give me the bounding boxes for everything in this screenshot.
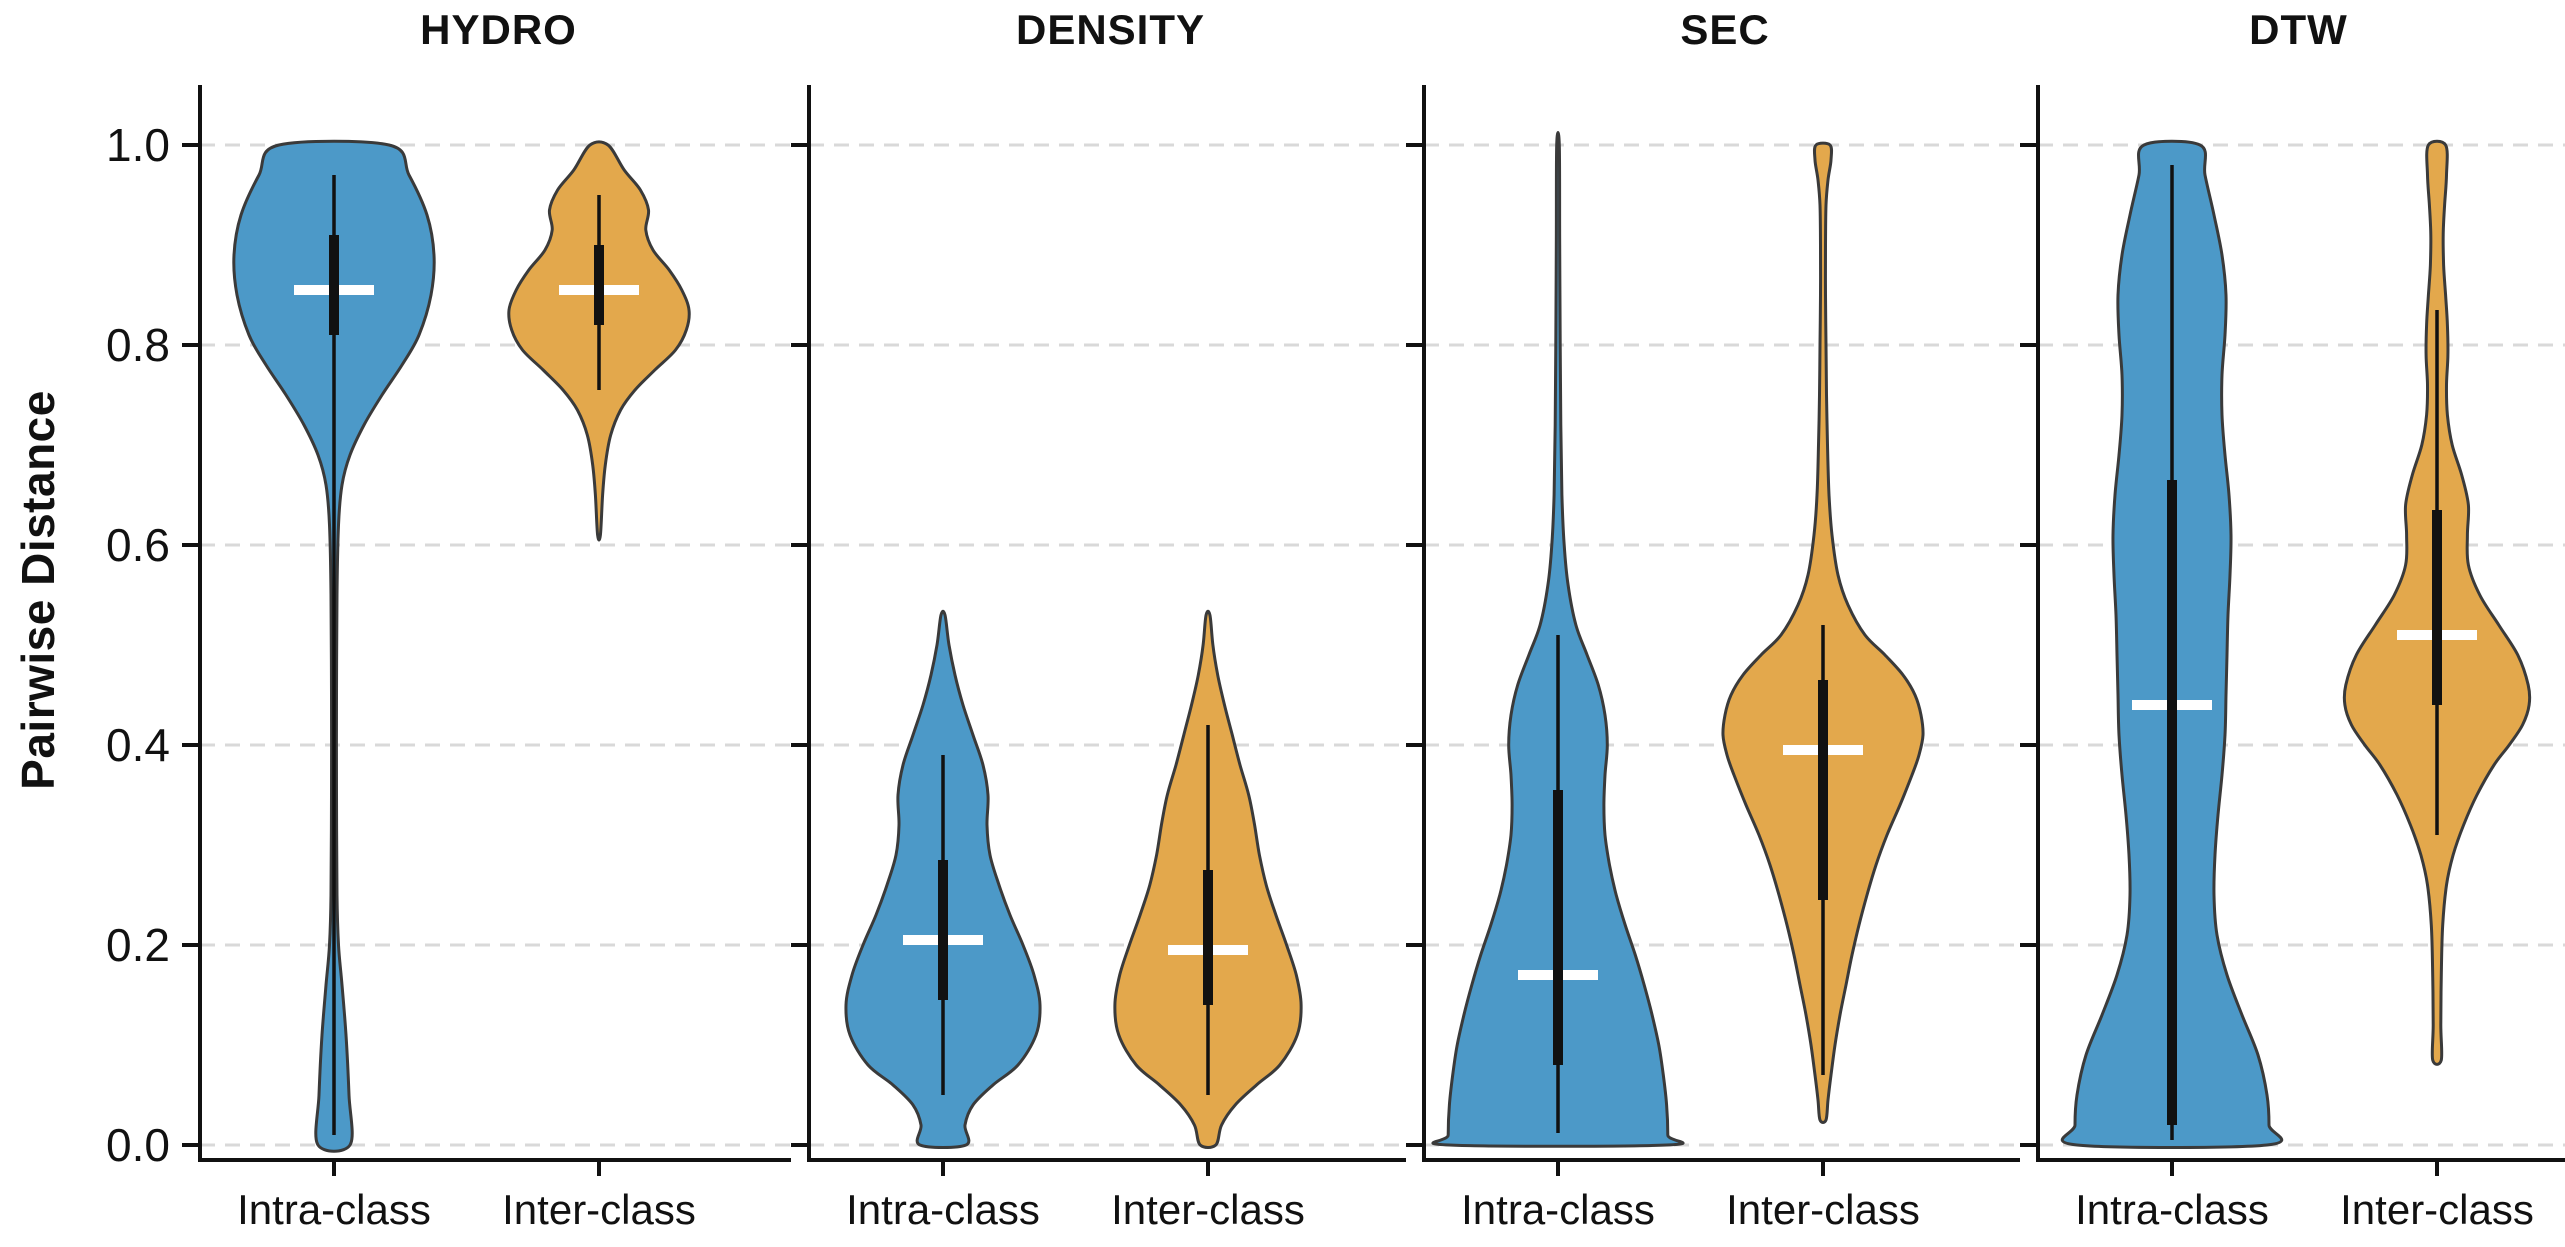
y-tick-label: 0.0 <box>106 1119 170 1171</box>
x-tick-label-intra: Intra-class <box>237 1186 431 1233</box>
y-tick-label: 0.6 <box>106 519 170 571</box>
panel-hydro: HYDRO Intra-class Inter-class <box>182 0 803 1247</box>
panel-plot-sec <box>1406 85 2020 1176</box>
x-tick-label-intra: Intra-class <box>1461 1186 1655 1233</box>
x-tick-label-inter: Inter-class <box>502 1186 696 1233</box>
panel-sec: SEC Intra-class Inter-class <box>1406 0 2032 1247</box>
x-tick-label-inter: Inter-class <box>2340 1186 2534 1233</box>
panel-density: DENSITY Intra-class Inter-class <box>791 0 1418 1247</box>
panel-title-density: DENSITY <box>1015 6 1206 53</box>
x-tick-label-intra: Intra-class <box>846 1186 1040 1233</box>
panel-title-hydro: HYDRO <box>420 6 577 53</box>
x-tick-label-intra: Intra-class <box>2075 1186 2269 1233</box>
panel-title-dtw: DTW <box>2249 6 2348 53</box>
y-tick-label: 0.4 <box>106 719 170 771</box>
panel-title-sec: SEC <box>1680 6 1770 53</box>
y-tick-label: 0.8 <box>106 319 170 371</box>
panel-plot-dtw <box>2020 85 2565 1176</box>
panel-dtw: DTW Intra-class Inter-class <box>2020 0 2565 1247</box>
panels-row: HYDRO Intra-class Inter-class DENSITY In… <box>182 0 2565 1247</box>
panel-plot-hydro <box>182 85 791 1176</box>
x-tick-label-inter: Inter-class <box>1726 1186 1920 1233</box>
x-tick-label-inter: Inter-class <box>1111 1186 1305 1233</box>
panel-plot-density <box>791 85 1406 1176</box>
y-tick-labels: 0.0 0.2 0.4 0.6 0.8 1.0 <box>0 0 170 1247</box>
y-tick-label: 0.2 <box>106 919 170 971</box>
y-tick-label: 1.0 <box>106 119 170 171</box>
